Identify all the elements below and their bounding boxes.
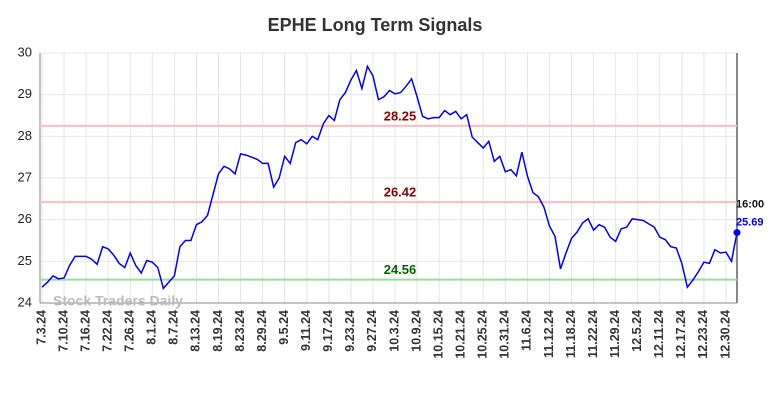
x-tick-label: 7.3.24 [34, 310, 48, 345]
price-line [41, 64, 738, 290]
y-tick-label: 28 [18, 128, 32, 143]
x-tick-label: 9.23.24 [343, 310, 357, 352]
x-tick-label: 11.12.24 [542, 310, 556, 358]
x-tick-label: 10.3.24 [387, 310, 401, 352]
y-tick-label: 25 [18, 253, 32, 268]
x-tick-label: 12.5.24 [630, 310, 644, 352]
x-tick-label: 8.19.24 [211, 310, 225, 352]
x-tick-label: 10.9.24 [409, 310, 423, 352]
x-tick-label: 10.25.24 [476, 310, 490, 359]
y-tick-label: 29 [18, 86, 32, 101]
x-tick-label: 8.23.24 [233, 310, 247, 352]
x-tick-label: 12.23.24 [696, 310, 710, 359]
x-tick-label: 9.5.24 [277, 310, 291, 345]
x-tick-label: 9.17.24 [321, 310, 335, 352]
y-tick-label: 24 [18, 294, 32, 309]
x-tick-label: 9.11.24 [299, 310, 313, 351]
x-tick-label: 10.31.24 [498, 310, 512, 359]
x-tick-label: 7.22.24 [100, 310, 114, 352]
x-tick-label: 8.29.24 [255, 310, 269, 352]
x-tick-label: 7.16.24 [78, 310, 92, 352]
x-tick-label: 11.18.24 [564, 310, 578, 358]
signal-label: 28.25 [384, 108, 417, 123]
x-tick-label: 8.13.24 [189, 310, 203, 352]
x-tick-label: 8.1.24 [145, 310, 159, 345]
last-point [733, 229, 741, 237]
x-tick-label: 12.11.24 [652, 310, 666, 358]
time-label: 16:00 [736, 198, 764, 210]
x-tick-label: 7.10.24 [56, 310, 70, 352]
x-tick-label: 10.15.24 [431, 310, 445, 359]
chart-title: EPHE Long Term Signals [268, 15, 483, 35]
y-tick-label: 26 [18, 211, 32, 226]
x-tick-label: 10.21.24 [454, 310, 468, 359]
x-tick-label: 9.27.24 [365, 310, 379, 352]
y-tick-label: 30 [18, 44, 32, 59]
x-tick-label: 8.7.24 [167, 310, 181, 345]
x-tick-label: 11.29.24 [608, 310, 622, 358]
x-tick-label: 12.30.24 [718, 310, 732, 359]
x-tick-label: 11.22.24 [586, 310, 600, 358]
x-tick-label: 12.17.24 [674, 310, 688, 359]
signal-label: 26.42 [384, 185, 417, 200]
watermark: Stock Traders Daily [53, 293, 183, 309]
last-value: 25.69 [736, 216, 764, 228]
y-tick-label: 27 [18, 169, 32, 184]
x-tick-label: 7.26.24 [123, 310, 137, 352]
signal-label: 24.56 [384, 262, 417, 277]
x-tick-label: 11.6.24 [520, 310, 534, 351]
